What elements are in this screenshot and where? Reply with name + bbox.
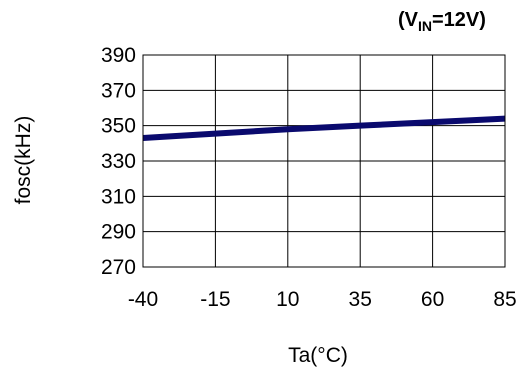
annotation-subscript: IN bbox=[418, 18, 432, 34]
y-tick-label: 370 bbox=[101, 79, 136, 102]
y-tick-label: 290 bbox=[101, 221, 136, 244]
series-line-0 bbox=[142, 115, 506, 142]
x-tick-label: 60 bbox=[421, 288, 444, 311]
y-tick-label: 330 bbox=[101, 150, 136, 173]
y-axis-label: fosc(kHz) bbox=[12, 116, 35, 205]
x-axis-label: Ta(°C) bbox=[288, 344, 348, 367]
y-tick-label: 310 bbox=[101, 185, 136, 208]
x-tick-labels: -40 -15 10 35 60 85 bbox=[128, 288, 517, 311]
y-tick-label: 270 bbox=[101, 256, 136, 279]
annotation-prefix: (V bbox=[398, 9, 419, 31]
x-tick-label: 85 bbox=[493, 288, 516, 311]
plot-frame bbox=[142, 54, 506, 268]
grid bbox=[142, 54, 506, 268]
y-tick-labels: 270 290 310 330 350 370 390 bbox=[101, 44, 136, 279]
x-tick-label: 10 bbox=[276, 288, 299, 311]
x-tick-label: -40 bbox=[128, 288, 158, 311]
y-tick-label: 390 bbox=[101, 44, 136, 67]
y-tick-label: 350 bbox=[101, 115, 136, 138]
annotation-suffix: =12V) bbox=[432, 9, 486, 31]
x-tick-label: 35 bbox=[349, 288, 372, 311]
condition-annotation: (VIN=12V) bbox=[398, 9, 486, 34]
series-layer bbox=[142, 115, 506, 142]
x-tick-label: -15 bbox=[200, 288, 230, 311]
